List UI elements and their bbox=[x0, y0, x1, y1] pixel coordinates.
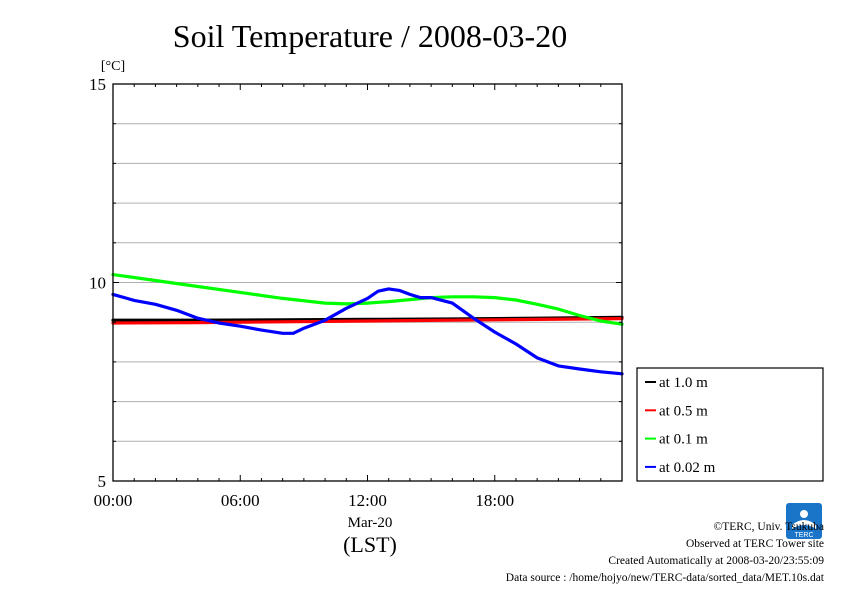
x-tick-label: 06:00 bbox=[221, 491, 260, 510]
y-tick-label: 10 bbox=[89, 274, 106, 293]
x-tick-label: 12:00 bbox=[348, 491, 387, 510]
series-lines bbox=[111, 273, 624, 376]
footer-created: Created Automatically at 2008-03-20/23:5… bbox=[608, 555, 824, 567]
y-tick-label: 5 bbox=[98, 472, 107, 491]
logo-drop bbox=[800, 510, 808, 518]
legend-label: at 0.1 m bbox=[659, 432, 708, 448]
series-line bbox=[111, 317, 624, 325]
grid-lines bbox=[113, 123, 622, 442]
legend-label: at 1.0 m bbox=[659, 375, 708, 391]
axis-ticks: 5 10 15 00:00 06:00 12:00 18:00 bbox=[89, 75, 623, 510]
x-tick-label: 18:00 bbox=[475, 491, 514, 510]
legend-box bbox=[636, 367, 824, 482]
y-tick-label: 15 bbox=[89, 75, 106, 94]
logo-wave bbox=[792, 520, 816, 529]
chart-title: Soil Temperature / 2008-03-20 bbox=[173, 18, 567, 54]
x-tick-label: 00:00 bbox=[94, 491, 133, 510]
footer-data-source: Data source : /home/hojyo/new/TERC-data/… bbox=[505, 572, 824, 584]
legend-label: at 0.5 m bbox=[659, 403, 708, 419]
legend: at 1.0 m at 0.5 m at 0.1 m at 0.02 m bbox=[636, 367, 824, 482]
terc-logo: TERC bbox=[786, 503, 822, 539]
x-axis-date-label: Mar-20 bbox=[348, 515, 393, 531]
series-line bbox=[111, 287, 624, 376]
footer-copyright: ©TERC, Univ. Tsukuba bbox=[713, 521, 824, 533]
x-axis-units-label: (LST) bbox=[343, 532, 397, 557]
logo-text: TERC bbox=[794, 532, 813, 539]
legend-label: at 0.02 m bbox=[659, 460, 716, 476]
y-axis-unit-label: [°C] bbox=[101, 59, 125, 74]
footer-observed: Observed at TERC Tower site bbox=[685, 538, 824, 550]
